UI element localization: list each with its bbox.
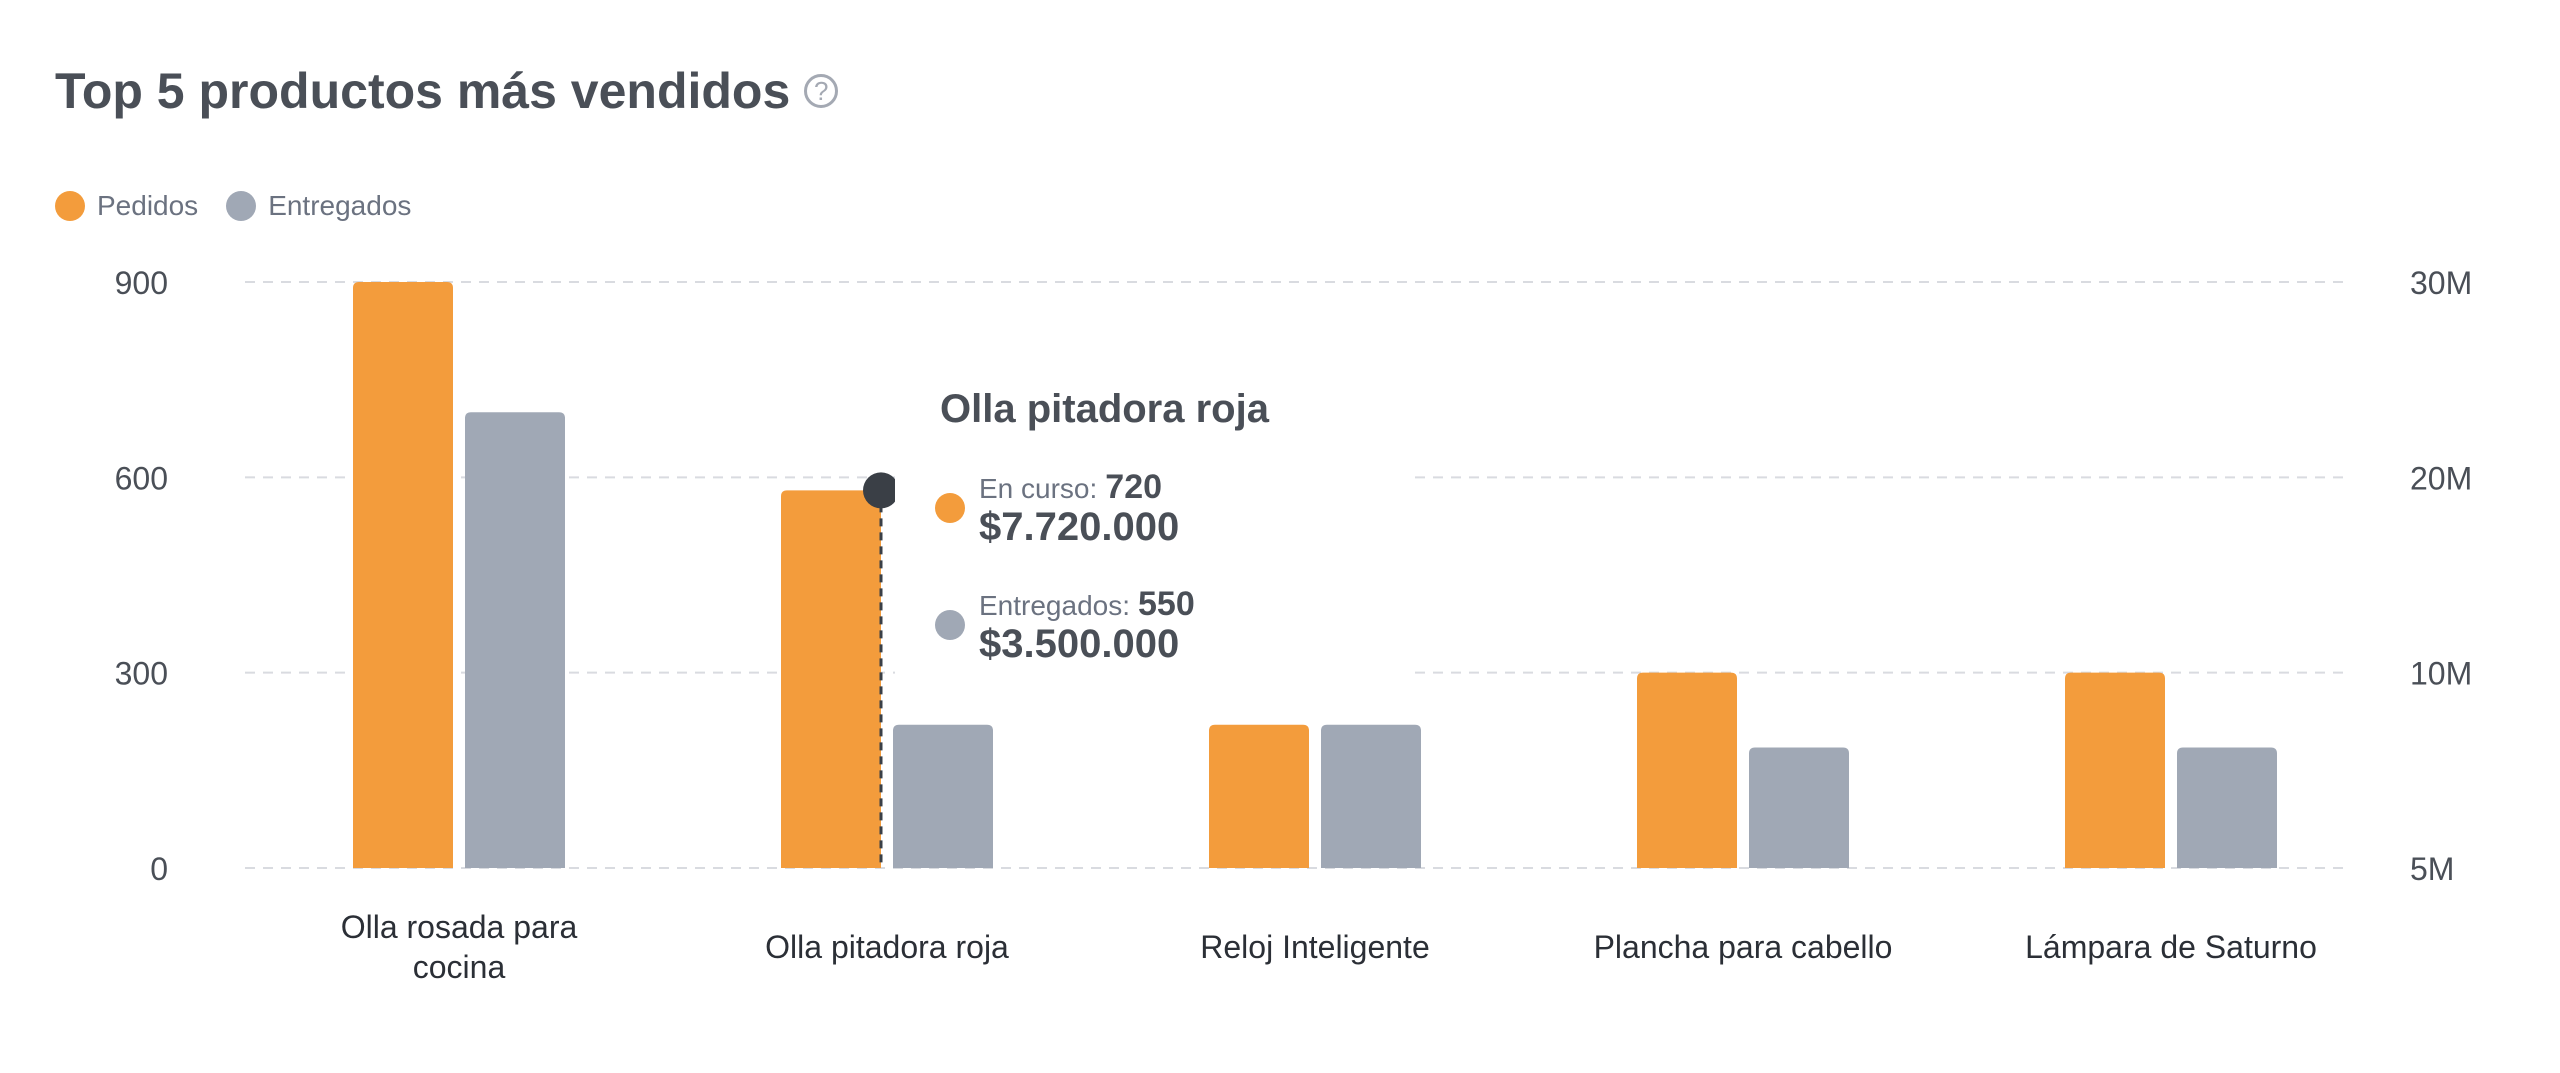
legend-label-pedidos: Pedidos — [97, 190, 199, 221]
y-right-tick-label: 5M — [2410, 851, 2454, 887]
tooltip-en-curso-amount: $7.720.000 — [979, 505, 1180, 549]
bar-pedidos-lampara-de-saturno — [2065, 672, 2165, 868]
bar-entregados-reloj-inteligente — [1321, 724, 1421, 868]
bar-entregados-olla-pitadora-roja — [893, 724, 993, 868]
bar-entregados-olla-rosada-para-cocina — [465, 412, 565, 868]
question-circle-icon[interactable]: ? — [804, 74, 839, 108]
y-left-tick-label: 900 — [115, 265, 168, 301]
bar-entregados-lampara-de-saturno — [2177, 747, 2277, 868]
bar-pedidos-reloj-inteligente — [1209, 724, 1309, 868]
chart-tooltip: Olla pitadora roja En curso: 720 $7.720.0… — [895, 365, 1415, 695]
chart-legend: Pedidos Entregados — [55, 190, 411, 222]
tooltip-row-entregados: Entregados: 550 $3.500.000 — [935, 585, 1195, 664]
y-left-tick-label: 300 — [115, 656, 168, 692]
y-left-tick-label: 0 — [150, 851, 168, 887]
tooltip-en-curso-count: 720 — [1105, 468, 1163, 506]
bar-pedidos-plancha-para-cabello — [1637, 672, 1737, 868]
x-category-label: Olla pitadora roja — [765, 929, 1009, 965]
legend-item-pedidos[interactable]: Pedidos — [55, 190, 198, 222]
x-category-label: Lámpara de Saturno — [2025, 929, 2317, 965]
tooltip-entregados-count: 550 — [1138, 585, 1195, 623]
tooltip-swatch-pedidos — [935, 492, 965, 523]
y-right-tick-label: 20M — [2410, 460, 2472, 496]
x-category-label: Olla rosada para — [341, 909, 578, 945]
tooltip-entregados-amount: $3.500.000 — [979, 622, 1180, 666]
tooltip-entregados-label: Entregados: — [979, 590, 1130, 621]
x-category-label: Plancha para cabello — [1594, 929, 1893, 965]
bar-pedidos-olla-rosada-para-cocina — [353, 282, 453, 868]
y-left-tick-label: 600 — [115, 460, 168, 496]
chart-title: Top 5 productos más vendidos ? — [55, 62, 839, 120]
tooltip-en-curso-label: En curso: — [979, 473, 1098, 504]
chart-title-text: Top 5 productos más vendidos — [55, 63, 791, 119]
hover-point-marker — [863, 472, 899, 509]
bar-entregados-plancha-para-cabello — [1749, 747, 1849, 868]
legend-swatch-pedidos — [55, 191, 85, 221]
tooltip-title: Olla pitadora roja — [940, 387, 1269, 431]
bar-pedidos-olla-pitadora-roja — [781, 490, 881, 868]
tooltip-row-en-curso: En curso: 720 $7.720.000 — [935, 468, 1179, 547]
legend-swatch-entregados — [226, 191, 257, 221]
tooltip-swatch-entregados — [935, 609, 965, 640]
y-right-tick-label: 30M — [2410, 265, 2472, 301]
x-category-label: Reloj Inteligente — [1200, 929, 1429, 965]
x-category-label: cocina — [413, 949, 506, 985]
legend-item-entregados[interactable]: Entregados — [226, 190, 411, 222]
y-right-tick-label: 10M — [2410, 656, 2472, 692]
legend-label-entregados: Entregados — [268, 190, 412, 221]
